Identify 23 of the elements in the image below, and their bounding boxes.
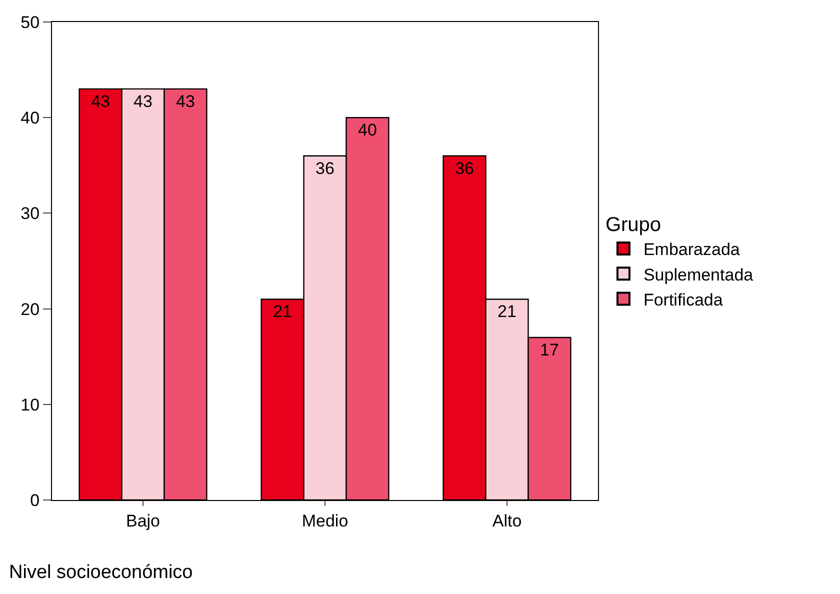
legend-title: Grupo	[605, 214, 662, 236]
legend-label: Embarazada	[643, 240, 740, 260]
legend-label: Suplementada	[643, 265, 754, 284]
y-tick-label: 20	[20, 300, 40, 319]
y-tick-label: 50	[20, 12, 40, 32]
data-label: 43	[176, 92, 195, 111]
y-tick-label: 30	[20, 204, 40, 224]
y-tick-label: 0	[30, 490, 40, 510]
data-label: 43	[91, 92, 110, 111]
x-axis-title: Nivel socioeconómico	[9, 562, 193, 583]
y-tick-label: 10	[20, 395, 40, 414]
x-tick-label: Bajo	[126, 511, 160, 530]
data-label: 43	[134, 92, 152, 111]
data-label: 21	[273, 302, 292, 322]
data-label: 36	[455, 158, 474, 178]
x-tick-label: Medio	[302, 511, 348, 530]
data-label: 40	[358, 120, 377, 140]
data-label: 21	[498, 302, 516, 322]
data-label: 17	[540, 340, 559, 360]
legend-label: Fortificada	[643, 290, 724, 310]
y-tick-label: 40	[20, 108, 40, 128]
data-label: 36	[316, 158, 334, 178]
x-tick-label: Alto	[492, 511, 522, 530]
